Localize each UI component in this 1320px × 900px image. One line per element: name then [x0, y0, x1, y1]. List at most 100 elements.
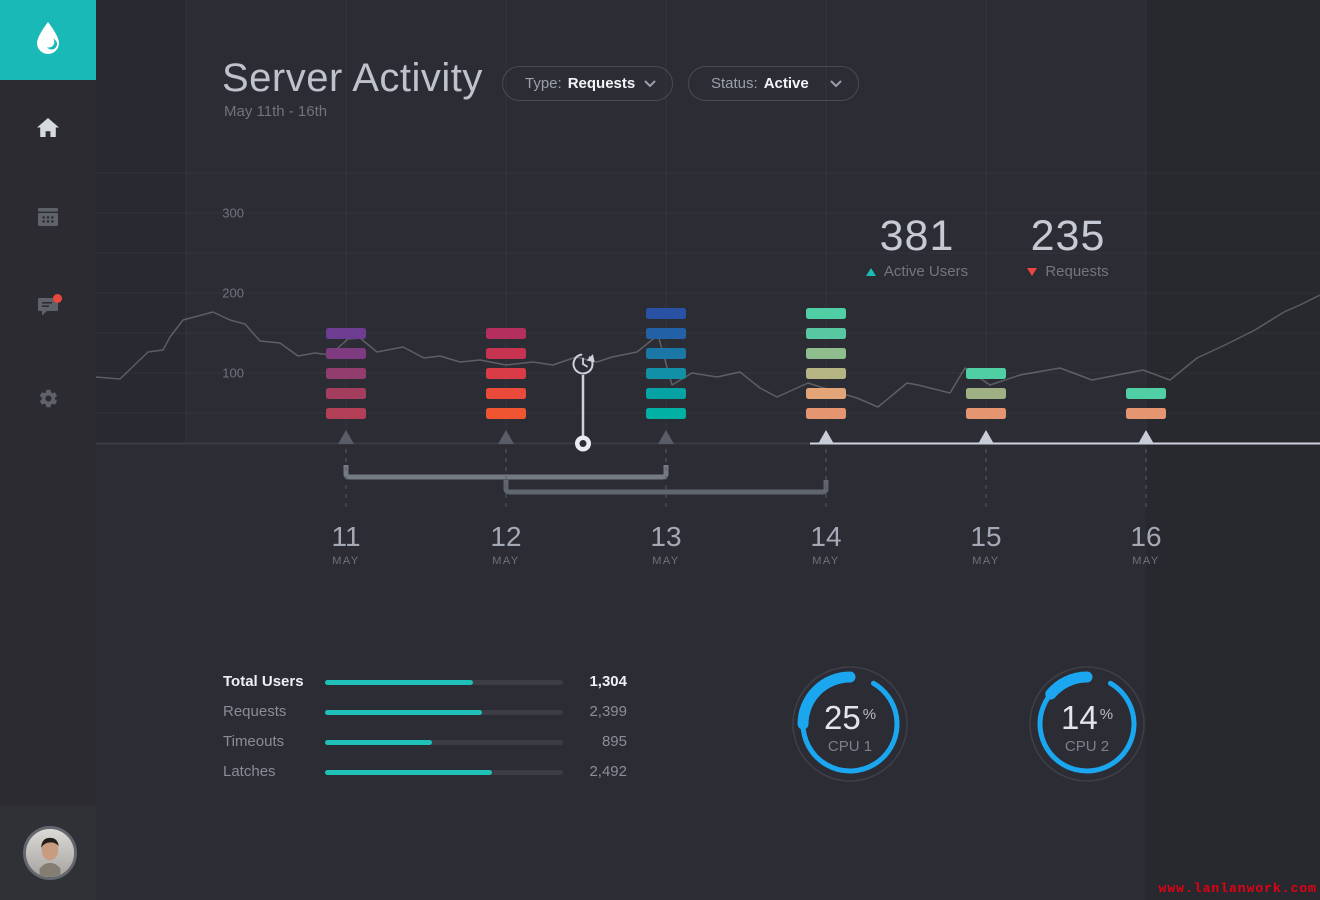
bar-segment-11may[interactable]	[326, 388, 366, 399]
date-label-13-may[interactable]: 13 MAY	[611, 521, 721, 568]
date-number: 14	[810, 521, 842, 552]
cpu1-gauge: 25% CPU 1	[788, 662, 912, 786]
home-icon	[37, 118, 59, 142]
stat-value: 1,304	[589, 673, 627, 690]
date-number: 13	[650, 521, 682, 552]
type-filter-dropdown[interactable]: Type: Requests	[502, 66, 673, 101]
day-marker-triangle[interactable]	[1138, 430, 1154, 444]
date-label-16-may[interactable]: 16 MAY	[1091, 522, 1201, 568]
bar-segment-13may[interactable]	[646, 348, 686, 359]
day-marker-triangle[interactable]	[978, 430, 994, 444]
stat-label: Latches	[223, 763, 276, 780]
watermark: www.lanlanwork.com	[1158, 881, 1317, 896]
sidebar-item-settings[interactable]	[0, 377, 96, 425]
bar-segment-12may[interactable]	[486, 368, 526, 379]
logo-button[interactable]	[0, 0, 96, 80]
requests-value: 235	[1030, 212, 1106, 260]
bar-segment-13may[interactable]	[646, 328, 686, 339]
progress-track	[325, 680, 563, 685]
date-label-12-may[interactable]: 12 MAY	[451, 521, 561, 568]
stat-row-timeouts: Timeouts 895	[96, 727, 656, 757]
sidebar-item-calendar[interactable]	[0, 195, 96, 243]
bar-segment-14may[interactable]	[806, 368, 846, 379]
bar-segment-11may[interactable]	[326, 408, 366, 419]
type-filter-label: Type:	[525, 75, 562, 92]
sidebar-item-home[interactable]	[0, 106, 96, 154]
chart-date-axis: 11 MAY 12 MAY 13 MAY 14 MAY 15 MAY 16 MAY	[96, 522, 1320, 592]
date-number: 11	[331, 521, 361, 552]
date-label-11-may[interactable]: 11 MAY	[291, 521, 401, 568]
chevron-down-icon	[644, 80, 656, 88]
sidebar-item-messages[interactable]	[0, 285, 96, 333]
day-marker-triangle[interactable]	[338, 430, 354, 444]
bar-segment-12may[interactable]	[486, 408, 526, 419]
status-filter-label: Status:	[711, 75, 758, 92]
bar-segment-14may[interactable]	[806, 308, 846, 319]
bar-segment-15may[interactable]	[966, 368, 1006, 379]
active-users-stat: 381 Active Users	[817, 212, 1017, 280]
bar-segment-14may[interactable]	[806, 408, 846, 419]
bar-segment-13may[interactable]	[646, 368, 686, 379]
progress-track	[325, 710, 563, 715]
date-number: 12	[490, 521, 522, 552]
bar-segment-15may[interactable]	[966, 408, 1006, 419]
day-marker-triangle[interactable]	[498, 430, 514, 444]
bar-segment-13may[interactable]	[646, 388, 686, 399]
bar-segment-11may[interactable]	[326, 348, 366, 359]
date-month: MAY	[972, 555, 1000, 567]
requests-stat: 235 Requests	[968, 212, 1168, 280]
bar-segment-16may[interactable]	[1126, 388, 1166, 399]
bar-segment-15may[interactable]	[966, 388, 1006, 399]
active-users-label: Active Users	[883, 263, 969, 280]
chevron-down-icon	[830, 80, 842, 88]
bar-segment-12may[interactable]	[486, 388, 526, 399]
bar-segment-12may[interactable]	[486, 348, 526, 359]
gauge-outer-ring	[1029, 666, 1145, 782]
bar-segment-14may[interactable]	[806, 328, 846, 339]
bar-segment-11may[interactable]	[326, 368, 366, 379]
status-filter-dropdown[interactable]: Status: Active	[688, 66, 859, 101]
bar-segment-12may[interactable]	[486, 328, 526, 339]
bar-segment-11may[interactable]	[326, 328, 366, 339]
date-month: MAY	[492, 555, 520, 567]
bar-segment-14may[interactable]	[806, 348, 846, 359]
status-filter-value: Active	[763, 75, 809, 92]
bar-segment-13may[interactable]	[646, 308, 686, 319]
date-label-14-may[interactable]: 14 MAY	[771, 521, 881, 568]
gauge-value: 25	[823, 699, 861, 736]
gauge-unit: %	[1099, 706, 1114, 723]
day-marker-triangle[interactable]	[818, 430, 834, 444]
trend-line	[96, 294, 1320, 408]
y-axis-tick: 100	[222, 366, 244, 381]
y-axis-tick: 300	[222, 206, 244, 221]
gauge-unit: %	[862, 706, 877, 723]
sidebar	[0, 0, 96, 900]
date-label-15-may[interactable]: 15 MAY	[931, 521, 1041, 568]
date-month: MAY	[332, 555, 360, 567]
time-scrubber[interactable]	[572, 353, 598, 452]
bar-segment-14may[interactable]	[806, 388, 846, 399]
scrubber-handle[interactable]	[575, 435, 591, 452]
date-month: MAY	[812, 555, 840, 567]
bar-segment-13may[interactable]	[646, 408, 686, 419]
history-clock-icon	[572, 353, 594, 375]
date-number: 15	[970, 521, 1002, 552]
progress-fill	[325, 770, 492, 775]
bar-segment-16may[interactable]	[1126, 408, 1166, 419]
calendar-icon	[38, 207, 58, 231]
stat-label: Requests	[223, 703, 287, 720]
progress-fill	[325, 680, 473, 685]
gauge-value: 14	[1060, 699, 1098, 736]
user-avatar[interactable]	[23, 826, 77, 880]
selection-bracket[interactable]	[503, 480, 829, 495]
page-subtitle: May 11th - 16th	[224, 103, 328, 120]
water-drop-icon	[35, 21, 61, 60]
day-marker-triangle[interactable]	[658, 430, 674, 444]
stat-label: Total Users	[223, 673, 304, 690]
notification-badge	[53, 294, 62, 303]
stat-value: 895	[601, 733, 627, 750]
progress-track	[325, 740, 563, 745]
gauge-thin-arc	[1037, 680, 1137, 774]
progress-fill	[325, 740, 433, 745]
active-users-value: 381	[879, 212, 955, 260]
